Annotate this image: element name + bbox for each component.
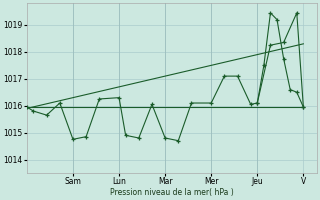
X-axis label: Pression niveau de la mer( hPa ): Pression niveau de la mer( hPa ) xyxy=(110,188,234,197)
